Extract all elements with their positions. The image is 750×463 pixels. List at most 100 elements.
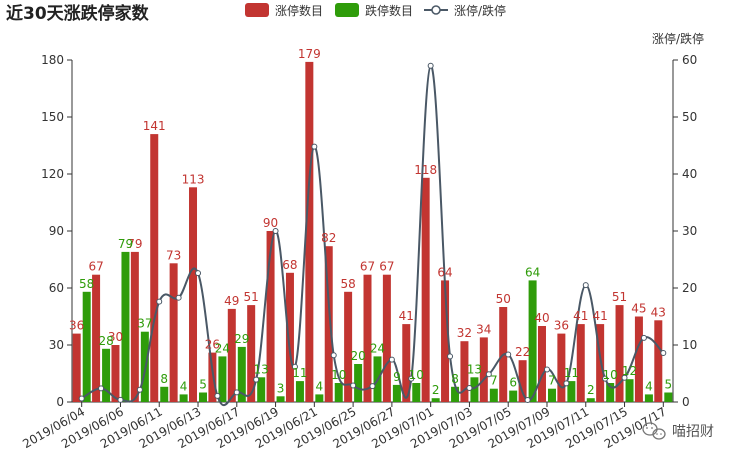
limit-up-value-label: 43 <box>651 305 666 319</box>
y-right-tick-label: 50 <box>682 110 697 124</box>
limit-up-value-label: 41 <box>573 309 588 323</box>
limit-up-bar <box>557 333 566 402</box>
limit-down-value-label: 64 <box>525 265 540 279</box>
limit-up-value-label: 118 <box>414 163 437 177</box>
limit-down-value-label: 9 <box>393 370 401 384</box>
ratio-point <box>485 371 492 378</box>
limit-down-value-label: 2 <box>587 383 595 397</box>
limit-down-bar <box>470 377 479 402</box>
limit-down-bar <box>160 386 169 402</box>
legend[interactable]: 涨停数目 跌停数目 涨停/跌停 <box>245 3 506 18</box>
ratio-point <box>660 349 667 356</box>
limit-down-value-label: 8 <box>451 372 459 386</box>
limit-down-bar <box>82 291 91 402</box>
limit-down-value-label: 24 <box>370 341 385 355</box>
limit-up-value-label: 113 <box>182 172 205 186</box>
limit-down-bar <box>567 381 576 402</box>
limit-down-value-label: 3 <box>277 381 285 395</box>
limit-down-value-label: 7 <box>490 374 498 388</box>
limit-up-bar <box>305 61 314 403</box>
legend-item-limit-up[interactable]: 涨停数目 <box>245 3 323 18</box>
limit-up-bar <box>247 305 256 402</box>
limit-up-value-label: 67 <box>360 260 375 274</box>
limit-down-value-label: 10 <box>331 368 346 382</box>
y-right-tick-label: 0 <box>682 395 690 409</box>
limit-down-value-label: 8 <box>160 372 168 386</box>
limit-up-bar <box>363 274 372 402</box>
limit-down-bar <box>547 388 556 402</box>
limit-down-value-label: 4 <box>316 379 324 393</box>
y-left-tick-label: 0 <box>56 395 64 409</box>
legend-item-limit-down[interactable]: 跌停数目 <box>335 3 413 18</box>
legend-item-ratio[interactable]: 涨停/跌停 <box>424 3 506 18</box>
limit-down-value-label: 79 <box>118 237 133 251</box>
limit-down-bar <box>218 356 227 402</box>
limit-up-bar <box>441 280 450 402</box>
limit-down-bar <box>121 251 130 402</box>
limit-up-value-label: 22 <box>515 345 530 359</box>
limit-up-bar <box>169 263 178 402</box>
limit-up-bar <box>92 274 101 402</box>
limit-up-value-label: 49 <box>224 294 239 308</box>
limit-down-bar <box>276 396 285 402</box>
limit-up-value-label: 41 <box>399 309 414 323</box>
ratio-point <box>602 375 609 382</box>
limit-down-bars <box>82 251 673 402</box>
limit-down-bar <box>489 388 498 402</box>
limit-down-value-label: 12 <box>622 364 637 378</box>
wechat-icon <box>642 422 666 440</box>
limit-down-value-label: 20 <box>350 349 365 363</box>
limit-up-value-label: 58 <box>340 277 355 291</box>
limit-up-bar <box>150 134 159 402</box>
watermark: 喵招财 <box>642 422 714 440</box>
limit-up-bar <box>324 246 333 402</box>
ratio-point <box>311 143 318 150</box>
limit-up-bar <box>479 337 488 402</box>
limit-down-bar <box>199 392 208 402</box>
limit-down-bar <box>586 398 595 402</box>
limit-up-value-label: 34 <box>476 322 491 336</box>
ratio-point <box>136 386 143 393</box>
limit-down-value-label: 24 <box>215 341 230 355</box>
ratio-point <box>447 353 454 360</box>
legend-label-limit-down: 跌停数目 <box>365 3 413 18</box>
ratio-point <box>621 374 628 381</box>
limit-up-bar <box>285 272 294 402</box>
chart-title: 近30天涨跌停家数 <box>6 3 150 24</box>
y-right-tick-label: 40 <box>682 167 697 181</box>
ratio-point <box>466 384 473 391</box>
limit-up-bar <box>421 177 430 402</box>
ratio-point <box>253 376 260 383</box>
y-left-tick-label: 120 <box>41 167 64 181</box>
y-left-tick-label: 60 <box>49 281 64 295</box>
y-left-tick-label: 90 <box>49 224 64 238</box>
limit-down-value-label: 4 <box>180 379 188 393</box>
limit-up-value-label: 41 <box>593 309 608 323</box>
limit-down-bar <box>179 394 188 402</box>
limit-down-value-label: 5 <box>199 378 207 392</box>
limit-down-bar <box>528 280 537 402</box>
ratio-point <box>156 298 163 305</box>
limit-down-bar <box>451 386 460 402</box>
limit-up-bar <box>130 251 139 402</box>
legend-swatch-limit-down <box>335 3 359 17</box>
limit-up-value-label: 51 <box>612 290 627 304</box>
limit-up-value-label: 73 <box>166 248 181 262</box>
limit-down-value-label: 37 <box>137 317 152 331</box>
limit-down-value-label: 6 <box>509 376 517 390</box>
limit-up-value-label: 79 <box>127 237 142 251</box>
legend-marker-ratio <box>431 5 441 15</box>
limit-down-bar <box>606 383 615 402</box>
ratio-point <box>98 385 105 392</box>
limit-down-value-label: 5 <box>664 378 672 392</box>
limit-down-bar <box>625 379 634 402</box>
limit-up-bar <box>576 324 585 402</box>
limit-up-bar <box>518 360 527 402</box>
y-right-tick-label: 20 <box>682 281 697 295</box>
limit-up-value-label: 30 <box>108 330 123 344</box>
limit-up-value-label: 68 <box>282 258 297 272</box>
limit-up-value-label: 36 <box>69 319 84 333</box>
y-right-tick-label: 60 <box>682 53 697 67</box>
